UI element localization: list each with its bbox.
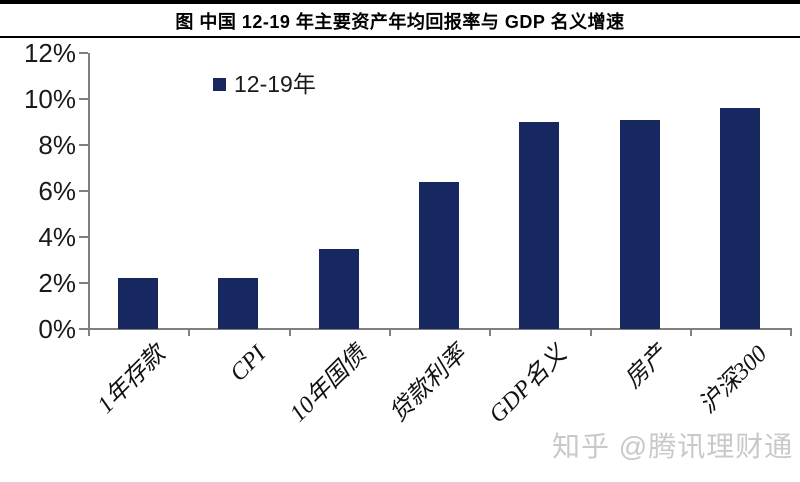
- x-tick: [689, 329, 692, 336]
- bar: [519, 122, 560, 329]
- bar: [218, 278, 259, 329]
- x-tick: [489, 329, 492, 336]
- x-tick: [790, 329, 793, 336]
- x-category-label: 沪深300: [694, 341, 773, 419]
- y-axis-line: [88, 53, 90, 329]
- y-tick-label: 10%: [23, 84, 76, 114]
- x-category-label: 10年国债: [284, 341, 372, 428]
- y-tick-label: 12%: [23, 38, 76, 68]
- y-tick: [79, 282, 88, 284]
- x-tick: [388, 329, 391, 336]
- watermark: 知乎 @腾讯理财通: [552, 431, 794, 462]
- x-tick: [188, 329, 191, 336]
- title-underline: [0, 36, 800, 38]
- chart-title: 图 中国 12-19 年主要资产年均回报率与 GDP 名义增速: [175, 12, 625, 32]
- y-tick: [79, 52, 88, 54]
- y-tick-label: 4%: [38, 222, 76, 252]
- bar: [318, 248, 359, 329]
- x-tick: [589, 329, 592, 336]
- x-category-label: 1年存款: [92, 341, 171, 419]
- y-tick: [79, 236, 88, 238]
- bar: [419, 181, 460, 329]
- x-category-label: GDP名义: [484, 341, 572, 429]
- x-tick: [288, 329, 291, 336]
- top-rule: [0, 0, 800, 4]
- x-category-label: CPI: [225, 341, 271, 387]
- y-tick: [79, 98, 88, 100]
- y-tick: [79, 190, 88, 192]
- x-category-label: 房产: [619, 341, 673, 394]
- x-tick: [88, 329, 90, 336]
- legend-swatch-icon: [213, 78, 226, 91]
- x-axis-line: [88, 328, 793, 330]
- y-tick: [79, 328, 88, 330]
- legend-label: 12-19年: [234, 71, 316, 97]
- legend: 12-19年: [213, 73, 316, 96]
- y-tick: [79, 144, 88, 146]
- y-tick-label: 2%: [38, 268, 76, 298]
- y-tick-label: 0%: [38, 314, 76, 344]
- y-tick-label: 8%: [38, 130, 76, 160]
- bar: [619, 119, 660, 329]
- bar: [719, 108, 760, 329]
- y-tick-label: 6%: [38, 176, 76, 206]
- x-category-label: 贷款利率: [385, 341, 472, 428]
- bar: [118, 278, 159, 329]
